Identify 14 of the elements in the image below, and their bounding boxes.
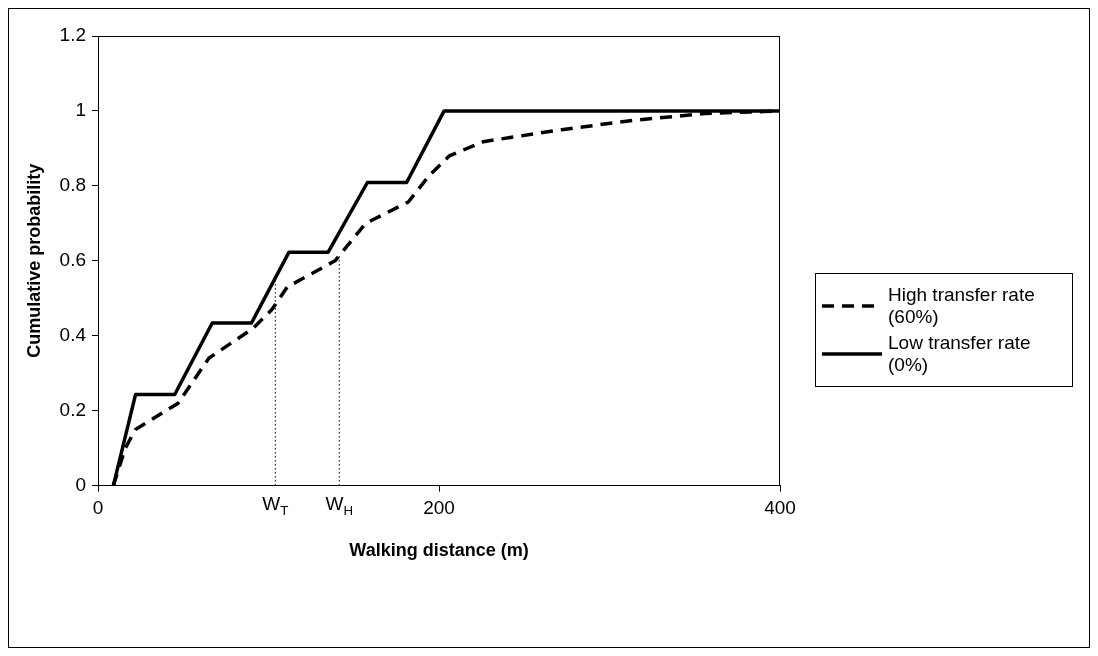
y-tick-label: 0.4: [59, 323, 87, 345]
x-tick-label: 200: [423, 497, 455, 519]
x-tick-label: 400: [764, 497, 796, 519]
x-axis-title: Walking distance (m): [349, 540, 529, 561]
y-tick-label: 0.6: [59, 249, 87, 271]
legend-label: Low transfer rate (0%): [888, 332, 1032, 376]
y-axis-title: Cumulative probability: [23, 163, 44, 358]
y-tick-label: 0.2: [59, 398, 87, 420]
y-tick-label: 1: [75, 99, 87, 121]
legend-label: High transfer rate (60%): [888, 284, 1036, 328]
y-tick-label: 0.8: [59, 174, 87, 196]
y-tick-label: 0: [75, 473, 87, 495]
x-tick-label: 0: [92, 497, 104, 519]
y-tick-label: 1.2: [59, 24, 87, 46]
